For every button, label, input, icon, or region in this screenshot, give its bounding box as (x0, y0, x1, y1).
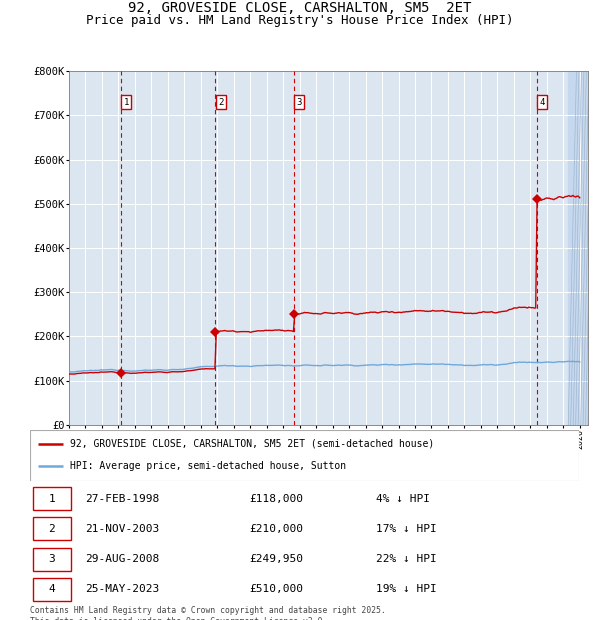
Text: 2: 2 (49, 524, 55, 534)
Bar (568, 71, 590, 425)
Text: 1: 1 (49, 494, 55, 503)
Text: 92, GROVESIDE CLOSE, CARSHALTON, SM5  2ET: 92, GROVESIDE CLOSE, CARSHALTON, SM5 2ET (128, 1, 472, 16)
Text: 19% ↓ HPI: 19% ↓ HPI (376, 585, 437, 595)
Text: £118,000: £118,000 (250, 494, 304, 503)
FancyBboxPatch shape (33, 547, 71, 570)
Text: 4% ↓ HPI: 4% ↓ HPI (376, 494, 430, 503)
FancyBboxPatch shape (33, 578, 71, 601)
Text: 27-FEB-1998: 27-FEB-1998 (85, 494, 159, 503)
Text: Contains HM Land Registry data © Crown copyright and database right 2025.
This d: Contains HM Land Registry data © Crown c… (30, 606, 386, 620)
Text: 21-NOV-2003: 21-NOV-2003 (85, 524, 159, 534)
Text: £210,000: £210,000 (250, 524, 304, 534)
Text: £249,950: £249,950 (250, 554, 304, 564)
FancyBboxPatch shape (33, 518, 71, 541)
Text: 3: 3 (49, 554, 55, 564)
Text: 22% ↓ HPI: 22% ↓ HPI (376, 554, 437, 564)
Text: HPI: Average price, semi-detached house, Sutton: HPI: Average price, semi-detached house,… (70, 461, 346, 471)
Text: 92, GROVESIDE CLOSE, CARSHALTON, SM5 2ET (semi-detached house): 92, GROVESIDE CLOSE, CARSHALTON, SM5 2ET… (70, 439, 434, 449)
Text: 29-AUG-2008: 29-AUG-2008 (85, 554, 159, 564)
Text: 25-MAY-2023: 25-MAY-2023 (85, 585, 159, 595)
Text: 1: 1 (124, 98, 129, 107)
Text: Price paid vs. HM Land Registry's House Price Index (HPI): Price paid vs. HM Land Registry's House … (86, 14, 514, 27)
Text: 17% ↓ HPI: 17% ↓ HPI (376, 524, 437, 534)
FancyBboxPatch shape (33, 487, 71, 510)
Text: 4: 4 (49, 585, 55, 595)
Text: 4: 4 (539, 98, 545, 107)
Text: £510,000: £510,000 (250, 585, 304, 595)
Text: 2: 2 (218, 98, 223, 107)
Text: 3: 3 (296, 98, 302, 107)
